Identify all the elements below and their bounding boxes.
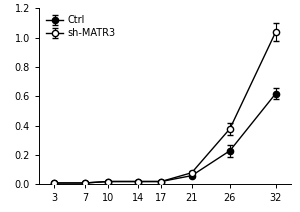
Legend: Ctrl, sh-MATR3: Ctrl, sh-MATR3 (44, 13, 117, 40)
